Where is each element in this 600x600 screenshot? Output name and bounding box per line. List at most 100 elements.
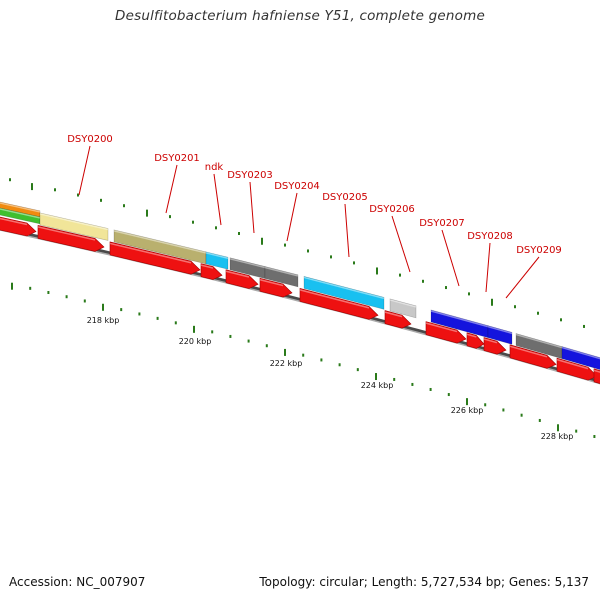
cds-arrow-6-shine [259, 279, 284, 287]
feature-bar-blue-2 [487, 325, 513, 345]
gene-label-DSY0201: DSY0201 [154, 153, 200, 214]
feature-bar-cyan-2-body [303, 276, 385, 310]
cds-arrow-13-body [556, 357, 598, 381]
kbp-label: 224 kbp [361, 381, 394, 390]
gene-label-ndk: ndk [205, 162, 224, 226]
gene-label-DSY0205: DSY0205 [322, 192, 368, 258]
feature-bar-khaki-shine [39, 213, 109, 231]
gene-label-DSY0203: DSY0203 [227, 170, 273, 234]
cds-arrow-10-body [466, 332, 485, 349]
feature-bar-gray-3-shine [515, 333, 563, 349]
feature-bar-cyan-2 [303, 276, 385, 310]
cds-arrow-9-body [425, 321, 467, 344]
feature-bar-khaki [39, 212, 109, 241]
cds-arrow-1 [0, 216, 37, 237]
feature-bar-blue-2-body [487, 325, 513, 345]
gene-label-text: ndk [205, 162, 224, 173]
gene-label-text: DSY0201 [154, 153, 200, 164]
gene-label-DSY0207: DSY0207 [419, 218, 465, 287]
cds-arrow-6 [259, 277, 293, 298]
feature-bar-gray-3 [515, 333, 563, 359]
cds-arrow-12 [509, 344, 557, 369]
gene-leader-line [165, 164, 178, 214]
cds-arrow-2-shine [37, 226, 96, 241]
cds-arrow-11 [483, 337, 507, 355]
feature-bar-blue-3-body [561, 346, 600, 370]
feature-bar-gray-2-body [264, 266, 299, 288]
gene-label-text: DSY0206 [369, 204, 415, 215]
cds-arrow-6-body [259, 277, 293, 298]
gene-leader-line [441, 229, 460, 287]
feature-bar-orange-shine [0, 202, 41, 213]
feature-bar-olive-shine [113, 230, 207, 254]
cds-arrow-9 [425, 321, 467, 344]
cds-arrow-8-shine [384, 311, 403, 318]
gene-label-DSY0200: DSY0200 [67, 134, 113, 196]
feature-bar-gray-2-shine [264, 266, 299, 277]
cds-arrow-3-shine [109, 242, 192, 264]
kbp-label: 226 kbp [451, 406, 484, 415]
gene-leader-line [485, 242, 491, 293]
feature-bar-lightgray [389, 298, 417, 319]
kbp-label: 222 kbp [270, 359, 303, 368]
kbp-label: 218 kbp [87, 316, 120, 325]
feature-bar-green-shine [0, 208, 41, 219]
gene-label-text: DSY0200 [67, 134, 113, 145]
feature-bar-blue-1-body [430, 309, 489, 339]
feature-bar-blue-3 [561, 346, 600, 370]
gene-label-text: DSY0207 [419, 218, 465, 229]
feature-bar-cyan-1-shine [205, 252, 229, 260]
feature-bar-gray-2 [264, 266, 299, 288]
gene-leader-line [249, 181, 255, 234]
cds-arrow-7-body [299, 288, 379, 320]
feature-bar-blue-1 [430, 309, 489, 339]
gene-label-text: DSY0204 [274, 181, 320, 192]
map-title: Desulfitobacterium hafniense Y51, comple… [115, 8, 485, 24]
cds-arrow-5-shine [225, 270, 250, 278]
gene-leader-line [391, 215, 411, 273]
cds-arrow-5 [225, 269, 259, 289]
cds-arrow-4-body [200, 263, 223, 280]
cds-arrow-13-shine [556, 358, 589, 370]
feature-bar-gray-1-shine [229, 258, 266, 269]
gene-leader-line [213, 173, 222, 226]
gene-label-DSY0206: DSY0206 [369, 204, 415, 273]
feature-bar-blue-1-shine [430, 310, 489, 328]
feature-bar-cyan-1 [205, 251, 229, 270]
cds-arrow-11-shine [483, 338, 498, 344]
feature-bar-blue-2-shine [487, 325, 513, 335]
cds-arrow-14 [593, 368, 600, 384]
cds-arrow-2 [37, 225, 105, 252]
feature-bar-blue-3-shine [561, 346, 600, 360]
cds-arrow-4-shine [200, 264, 214, 269]
cds-arrow-2-body [37, 225, 105, 252]
cds-arrow-3 [109, 241, 201, 275]
cds-arrow-8 [384, 310, 412, 329]
gene-label-DSY0209: DSY0209 [505, 245, 562, 299]
gene-leader-line [286, 192, 298, 242]
cds-arrow-7 [299, 288, 379, 320]
feature-bar-lightgray-shine [389, 299, 417, 308]
cds-arrow-12-body [509, 344, 557, 369]
cds-arrow-12-shine [509, 345, 548, 358]
feature-bar-khaki-body [39, 212, 109, 241]
cds-arrow-14-body [593, 368, 600, 384]
cds-arrow-11-body [483, 337, 507, 355]
gene-label-text: DSY0203 [227, 170, 273, 181]
accession-text: Accession: NC_007907 [9, 575, 146, 589]
gene-label-DSY0208: DSY0208 [467, 231, 513, 293]
cds-arrow-10-shine [466, 333, 477, 338]
cds-arrow-14-shine [593, 369, 600, 373]
feature-bar-cyan-2-shine [303, 276, 385, 300]
cds-arrow-9-shine [425, 322, 458, 333]
gene-leader-line [344, 203, 350, 258]
cds-arrow-7-shine [299, 289, 370, 309]
cds-arrow-4 [200, 263, 223, 280]
gene-label-text: DSY0205 [322, 192, 368, 203]
feature-bar-lightgray-body [389, 298, 417, 319]
cds-arrow-8-body [384, 310, 412, 329]
cds-arrow-5-body [225, 269, 259, 289]
gene-label-text: DSY0209 [516, 245, 562, 256]
feature-bar-cyan-1-body [205, 251, 229, 270]
